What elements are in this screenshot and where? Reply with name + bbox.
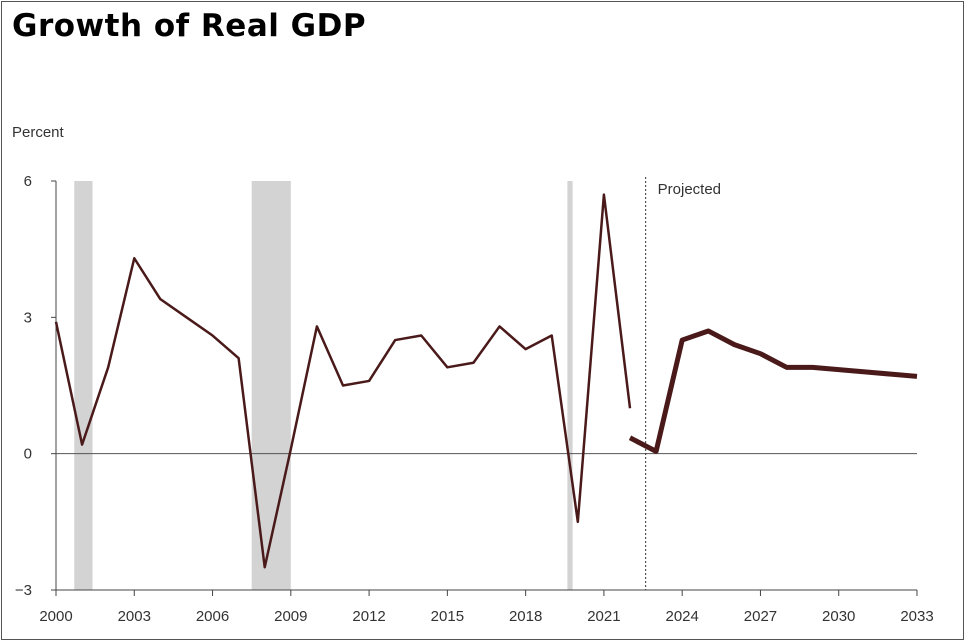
y-tick-label: 3 bbox=[24, 309, 32, 326]
recession-band-0 bbox=[74, 181, 93, 590]
x-tick-label: 2027 bbox=[744, 608, 777, 625]
x-tick-label: 2000 bbox=[39, 608, 72, 625]
series-line-actual bbox=[54, 193, 632, 569]
x-tick-label: 2015 bbox=[431, 608, 464, 625]
x-tick-label: 2030 bbox=[822, 608, 855, 625]
x-tick-label: 2021 bbox=[587, 608, 620, 625]
y-tick-label: 0 bbox=[24, 446, 32, 463]
tick-labels: −3 0 3 6 2000 2003 2006 2009 2012 2015 2018 2021 202… bbox=[15, 173, 934, 625]
x-tick-label: 2033 bbox=[900, 608, 933, 625]
x-tick-label: 2024 bbox=[665, 608, 698, 625]
recession-bands bbox=[74, 181, 573, 590]
y-tick-label: 6 bbox=[24, 173, 32, 190]
y-axis-label: Percent bbox=[12, 124, 65, 141]
x-tick-label: 2003 bbox=[118, 608, 151, 625]
chart-title: Growth of Real GDP bbox=[12, 8, 367, 44]
axes: Projected bbox=[51, 177, 918, 596]
recession-band-2 bbox=[567, 181, 573, 590]
x-tick-label: 2009 bbox=[274, 608, 307, 625]
projected-label: Projected bbox=[658, 181, 721, 198]
series-lines bbox=[54, 193, 918, 569]
y-tick-label: −3 bbox=[15, 582, 32, 599]
series-line-projected bbox=[628, 328, 918, 454]
x-tick-label: 2018 bbox=[509, 608, 542, 625]
recession-band-1 bbox=[251, 181, 291, 590]
x-tick-label: 2012 bbox=[352, 608, 385, 625]
x-tick-label: 2006 bbox=[196, 608, 229, 625]
